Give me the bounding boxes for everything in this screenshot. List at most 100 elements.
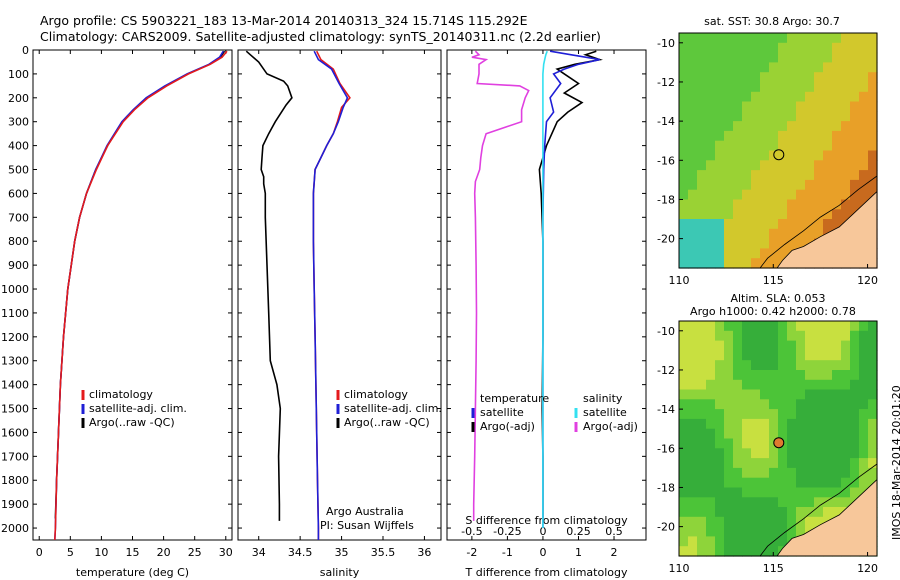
legend-label: satellite xyxy=(480,406,524,419)
map-cell xyxy=(751,487,761,498)
x-tick-label: 115 xyxy=(763,562,784,575)
map-cell xyxy=(697,52,707,63)
map-cell xyxy=(760,170,770,181)
map-cell xyxy=(724,258,734,269)
y-tick-label: 1300 xyxy=(1,355,29,368)
map-cell xyxy=(805,389,815,400)
map-cell xyxy=(733,360,743,371)
map-cell xyxy=(715,179,725,191)
map-cell xyxy=(742,150,752,161)
map-cell xyxy=(706,228,716,240)
map-cell xyxy=(679,418,689,430)
map-cell xyxy=(805,228,815,240)
map-cell xyxy=(868,389,878,400)
map-cell xyxy=(697,389,707,400)
map-cell xyxy=(733,321,743,332)
map-cell xyxy=(769,487,779,498)
map-cell xyxy=(769,399,779,410)
map-cell xyxy=(751,458,761,469)
map-cell xyxy=(787,507,797,518)
map-cell xyxy=(805,330,815,342)
map-cell xyxy=(814,418,824,430)
map-cell xyxy=(796,340,806,351)
series-line-satellite-adj--clim- xyxy=(312,50,349,540)
map-cell xyxy=(697,170,707,181)
map-cell xyxy=(823,409,833,420)
map-cell xyxy=(688,526,698,537)
map-cell xyxy=(751,33,761,44)
map-cell xyxy=(679,516,689,528)
map-cell xyxy=(760,516,770,528)
map-cell xyxy=(796,72,806,83)
y-tick-label: -16 xyxy=(657,442,675,455)
map-cell xyxy=(706,321,716,332)
map-cell xyxy=(796,170,806,181)
map-cell xyxy=(850,150,860,161)
map-cell xyxy=(760,189,770,201)
map-cell xyxy=(805,209,815,220)
map-cell xyxy=(751,82,761,93)
map-cell xyxy=(841,487,851,498)
map-cell xyxy=(697,248,707,259)
map-cell xyxy=(832,350,842,361)
map-cell xyxy=(850,91,860,103)
map-cell xyxy=(832,477,842,489)
map-cell xyxy=(796,62,806,73)
map-cell xyxy=(715,379,725,391)
map-cell xyxy=(805,370,815,381)
map-cell xyxy=(778,140,788,152)
x-tick-label: 110 xyxy=(669,274,690,287)
map-cell xyxy=(697,546,707,557)
map-cell xyxy=(715,121,725,132)
map-cell xyxy=(796,209,806,220)
map-cell xyxy=(751,428,761,440)
map-cell xyxy=(706,448,716,459)
map-cell xyxy=(733,438,743,449)
map-cell xyxy=(859,189,869,201)
map-cell xyxy=(751,101,761,112)
legend-label: climatology xyxy=(344,388,408,401)
map-cell xyxy=(760,360,770,371)
map-cell xyxy=(805,140,815,152)
map-cell xyxy=(823,389,833,400)
map-cell xyxy=(778,72,788,83)
map-cell xyxy=(760,330,770,342)
y-tick-label: 1200 xyxy=(1,331,29,344)
map-cell xyxy=(760,82,770,93)
map-cell xyxy=(787,33,797,44)
map-cell xyxy=(796,487,806,498)
map-cell xyxy=(733,199,743,210)
map-cell xyxy=(850,448,860,459)
map-cell xyxy=(724,219,734,230)
map-cell xyxy=(733,458,743,469)
map-cell xyxy=(724,111,734,122)
map-cell xyxy=(859,72,869,83)
map-cell xyxy=(805,507,815,518)
map-cell xyxy=(715,248,725,259)
map-cell xyxy=(760,140,770,152)
map-cell xyxy=(769,101,779,112)
map-cell xyxy=(760,111,770,122)
map-cell xyxy=(679,62,689,73)
map-cell xyxy=(769,477,779,489)
map-cell xyxy=(697,340,707,351)
map-cell xyxy=(742,399,752,410)
map-cell xyxy=(769,160,779,171)
x-axis-label: T difference from climatology xyxy=(465,566,628,579)
map-cell xyxy=(787,52,797,63)
map-cell xyxy=(742,219,752,230)
map-cell xyxy=(850,330,860,342)
map-cell xyxy=(814,219,824,230)
map-cell xyxy=(787,399,797,410)
map-cell xyxy=(724,360,734,371)
map-cell xyxy=(688,350,698,361)
map-cell xyxy=(733,448,743,459)
map-cell xyxy=(688,121,698,132)
map-cell xyxy=(814,52,824,63)
map-cell xyxy=(787,418,797,430)
map-cell xyxy=(832,409,842,420)
map-cell xyxy=(832,330,842,342)
map-cell xyxy=(868,340,878,351)
map-cell xyxy=(769,409,779,420)
